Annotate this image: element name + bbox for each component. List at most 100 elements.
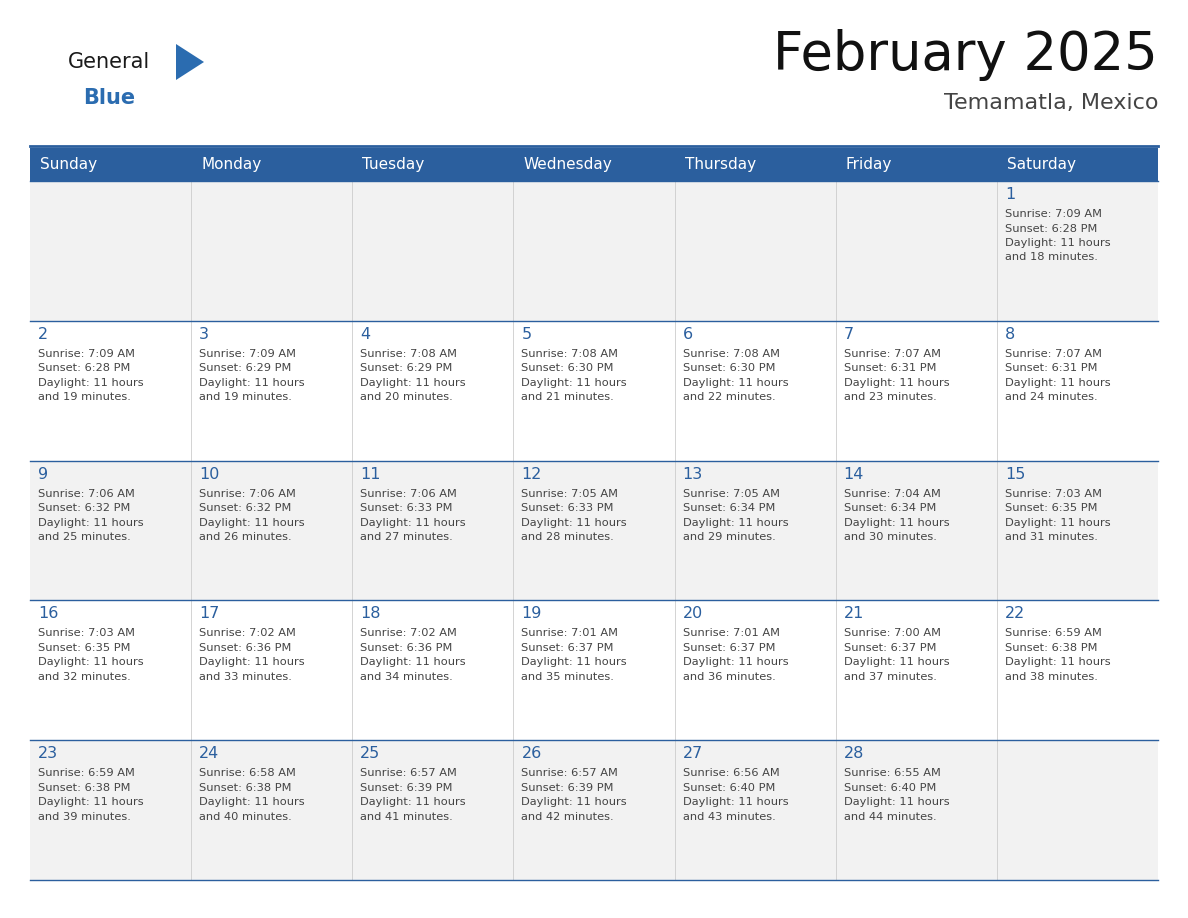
Bar: [997, 461, 1158, 600]
Text: Daylight: 11 hours: Daylight: 11 hours: [522, 518, 627, 528]
Text: and 31 minutes.: and 31 minutes.: [1005, 532, 1098, 543]
Text: Daylight: 11 hours: Daylight: 11 hours: [1005, 378, 1111, 387]
Text: 5: 5: [522, 327, 531, 341]
Text: Sunset: 6:30 PM: Sunset: 6:30 PM: [683, 364, 775, 374]
Text: Sunrise: 7:06 AM: Sunrise: 7:06 AM: [360, 488, 457, 498]
Text: Sunrise: 7:09 AM: Sunrise: 7:09 AM: [200, 349, 296, 359]
Text: 9: 9: [38, 466, 49, 482]
Text: Sunrise: 7:08 AM: Sunrise: 7:08 AM: [683, 349, 779, 359]
Bar: [835, 461, 997, 600]
Text: Sunset: 6:37 PM: Sunset: 6:37 PM: [683, 643, 775, 653]
Bar: [675, 181, 835, 320]
Text: 8: 8: [1005, 327, 1015, 341]
Text: Daylight: 11 hours: Daylight: 11 hours: [683, 378, 788, 387]
Text: Sunrise: 7:02 AM: Sunrise: 7:02 AM: [360, 629, 457, 638]
Text: Sunrise: 7:01 AM: Sunrise: 7:01 AM: [683, 629, 779, 638]
Text: and 33 minutes.: and 33 minutes.: [200, 672, 292, 682]
Text: Sunset: 6:28 PM: Sunset: 6:28 PM: [38, 364, 131, 374]
Text: Sunrise: 7:09 AM: Sunrise: 7:09 AM: [1005, 209, 1101, 219]
Polygon shape: [176, 44, 204, 80]
Text: Sunset: 6:33 PM: Sunset: 6:33 PM: [522, 503, 614, 513]
Text: Sunrise: 7:05 AM: Sunrise: 7:05 AM: [522, 488, 619, 498]
Text: and 40 minutes.: and 40 minutes.: [200, 812, 292, 822]
Text: 14: 14: [843, 466, 864, 482]
Text: 4: 4: [360, 327, 371, 341]
Text: Sunrise: 7:08 AM: Sunrise: 7:08 AM: [360, 349, 457, 359]
Bar: [353, 461, 513, 600]
Text: 19: 19: [522, 607, 542, 621]
Text: Daylight: 11 hours: Daylight: 11 hours: [1005, 518, 1111, 528]
Text: Sunrise: 7:06 AM: Sunrise: 7:06 AM: [200, 488, 296, 498]
Bar: [835, 600, 997, 740]
Text: Sunset: 6:34 PM: Sunset: 6:34 PM: [683, 503, 775, 513]
Text: Sunrise: 7:07 AM: Sunrise: 7:07 AM: [1005, 349, 1101, 359]
Text: Wednesday: Wednesday: [524, 157, 612, 172]
Bar: [353, 740, 513, 880]
Text: 12: 12: [522, 466, 542, 482]
Text: General: General: [68, 52, 150, 72]
Text: Sunset: 6:29 PM: Sunset: 6:29 PM: [200, 364, 291, 374]
Text: 1: 1: [1005, 187, 1015, 202]
Bar: [30, 600, 191, 740]
Bar: [30, 181, 191, 320]
Text: Sunrise: 6:55 AM: Sunrise: 6:55 AM: [843, 768, 941, 778]
Bar: [997, 320, 1158, 461]
Text: Daylight: 11 hours: Daylight: 11 hours: [843, 797, 949, 807]
Text: and 18 minutes.: and 18 minutes.: [1005, 252, 1098, 263]
Text: Friday: Friday: [846, 157, 892, 172]
Text: 6: 6: [683, 327, 693, 341]
Text: Daylight: 11 hours: Daylight: 11 hours: [683, 657, 788, 667]
Text: Sunset: 6:28 PM: Sunset: 6:28 PM: [1005, 223, 1098, 233]
Text: and 20 minutes.: and 20 minutes.: [360, 392, 453, 402]
Bar: [675, 740, 835, 880]
Text: 20: 20: [683, 607, 703, 621]
Text: 23: 23: [38, 746, 58, 761]
Text: Sunset: 6:35 PM: Sunset: 6:35 PM: [1005, 503, 1098, 513]
Text: Sunrise: 7:02 AM: Sunrise: 7:02 AM: [200, 629, 296, 638]
Text: Daylight: 11 hours: Daylight: 11 hours: [843, 378, 949, 387]
Bar: [997, 600, 1158, 740]
Text: and 28 minutes.: and 28 minutes.: [522, 532, 614, 543]
Text: Daylight: 11 hours: Daylight: 11 hours: [38, 657, 144, 667]
Text: and 37 minutes.: and 37 minutes.: [843, 672, 936, 682]
Text: Sunset: 6:38 PM: Sunset: 6:38 PM: [1005, 643, 1098, 653]
Text: 11: 11: [360, 466, 381, 482]
Text: Sunset: 6:40 PM: Sunset: 6:40 PM: [843, 783, 936, 793]
Text: Sunset: 6:37 PM: Sunset: 6:37 PM: [522, 643, 614, 653]
Text: Daylight: 11 hours: Daylight: 11 hours: [360, 378, 466, 387]
Text: Sunrise: 7:00 AM: Sunrise: 7:00 AM: [843, 629, 941, 638]
Text: 13: 13: [683, 466, 703, 482]
Bar: [30, 320, 191, 461]
Bar: [191, 320, 353, 461]
Text: Sunset: 6:36 PM: Sunset: 6:36 PM: [360, 643, 453, 653]
Bar: [513, 320, 675, 461]
Text: 10: 10: [200, 466, 220, 482]
Text: and 39 minutes.: and 39 minutes.: [38, 812, 131, 822]
Text: Daylight: 11 hours: Daylight: 11 hours: [360, 797, 466, 807]
Text: Sunrise: 6:56 AM: Sunrise: 6:56 AM: [683, 768, 779, 778]
Bar: [835, 740, 997, 880]
Text: Sunrise: 7:09 AM: Sunrise: 7:09 AM: [38, 349, 135, 359]
Text: Sunrise: 6:57 AM: Sunrise: 6:57 AM: [360, 768, 457, 778]
Bar: [513, 181, 675, 320]
Text: and 24 minutes.: and 24 minutes.: [1005, 392, 1098, 402]
Text: Sunset: 6:40 PM: Sunset: 6:40 PM: [683, 783, 775, 793]
Text: 2: 2: [38, 327, 49, 341]
Text: and 26 minutes.: and 26 minutes.: [200, 532, 292, 543]
Bar: [675, 600, 835, 740]
Bar: [513, 600, 675, 740]
Bar: [30, 461, 191, 600]
Text: Sunset: 6:32 PM: Sunset: 6:32 PM: [200, 503, 291, 513]
Bar: [30, 148, 1158, 181]
Text: Sunset: 6:37 PM: Sunset: 6:37 PM: [843, 643, 936, 653]
Text: and 42 minutes.: and 42 minutes.: [522, 812, 614, 822]
Text: 24: 24: [200, 746, 220, 761]
Text: Monday: Monday: [201, 157, 261, 172]
Text: 25: 25: [360, 746, 380, 761]
Text: and 21 minutes.: and 21 minutes.: [522, 392, 614, 402]
Text: and 38 minutes.: and 38 minutes.: [1005, 672, 1098, 682]
Bar: [513, 740, 675, 880]
Text: Tuesday: Tuesday: [362, 157, 424, 172]
Bar: [835, 181, 997, 320]
Text: and 23 minutes.: and 23 minutes.: [843, 392, 936, 402]
